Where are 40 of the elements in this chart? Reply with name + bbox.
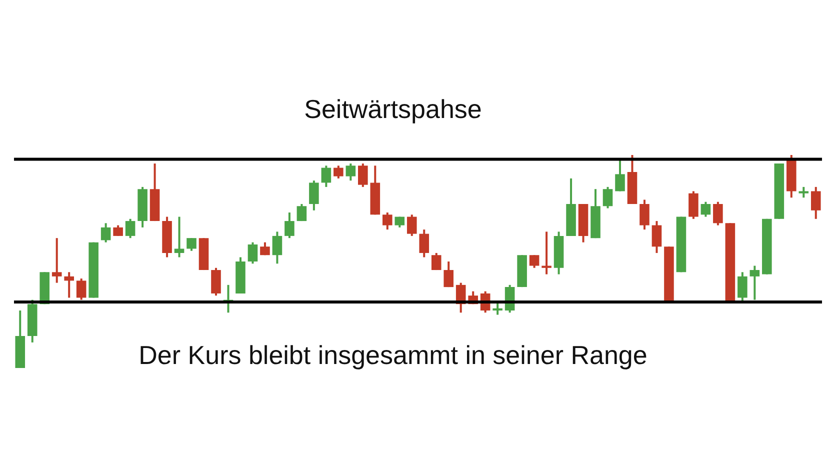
candlestick [602,186,613,210]
candlestick [309,180,319,212]
candlestick [529,254,540,269]
candlestick [211,266,221,297]
candlestick [688,190,698,220]
candlestick [444,260,454,288]
candlestick [76,278,86,301]
candlestick [431,252,442,272]
candlestick [100,222,111,244]
candlestick [248,241,258,265]
candlestick [284,212,294,240]
candlestick [640,198,650,231]
candlestick [113,224,123,237]
candlestick [186,237,196,252]
candlestick [615,158,625,192]
candlestick [125,218,136,240]
candlestick [406,214,417,237]
chart-title: Seitwärtspahse [303,94,483,125]
candlestick [810,186,821,220]
candlestick [52,237,62,284]
candlestick [652,220,662,254]
candlestick [700,200,711,218]
candlestick [174,216,184,258]
candlestick [296,202,307,222]
candlestick [321,164,332,188]
candlestick [492,300,502,316]
candlestick [358,162,368,188]
candlestick [542,230,552,276]
candlestick [419,228,430,258]
candlestick [334,164,344,180]
candlestick [713,200,723,226]
candlestick [260,241,270,256]
candlestick [798,186,809,199]
candlestick [346,162,356,182]
annotation: Der Kurs bleibt insgesammt in seiner Range [138,340,648,371]
candlestick [382,212,392,231]
candlestick [272,230,282,265]
candlestick [750,264,760,301]
candlestick [738,271,748,303]
candlestick [64,271,74,299]
